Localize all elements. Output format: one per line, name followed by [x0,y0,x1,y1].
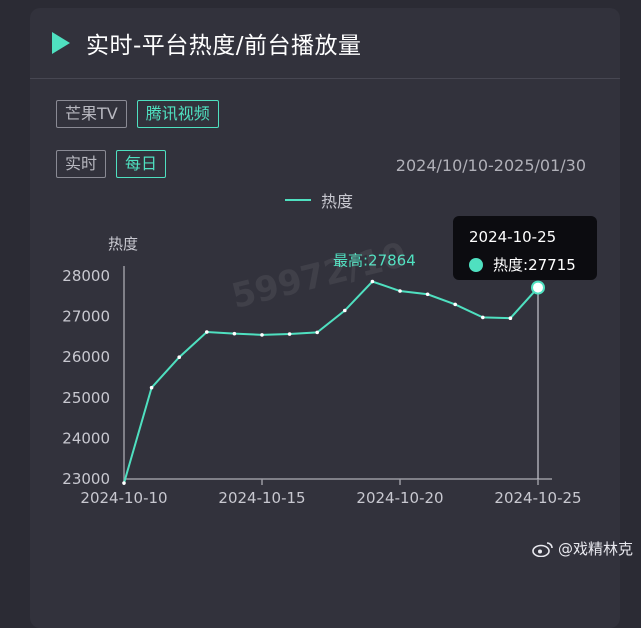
mode-tabs: 实时 每日 [56,150,167,178]
data-point [205,330,209,334]
page-title: 实时-平台热度/前台播放量 [86,33,362,59]
data-point [398,289,402,293]
tab-daily[interactable]: 每日 [116,150,167,178]
data-point [315,330,320,335]
tab-tencent-video[interactable]: 腾讯视频 [136,100,219,128]
legend-line-icon [285,199,311,201]
data-point [232,331,237,336]
y-tick-label: 27000 [62,308,110,326]
data-point [370,279,375,284]
weibo-icon [532,541,553,557]
tooltip-row: 热度 : 27715 [469,254,576,275]
highlight-point [531,280,545,295]
data-point [177,355,181,360]
x-tick-label: 2024-10-20 [356,489,443,507]
tab-realtime[interactable]: 实时 [56,150,107,178]
credit-text: @戏精林克 [557,540,633,558]
x-tick-label: 2024-10-10 [80,489,167,507]
chart-card: 实时-平台热度/前台播放量 芒果TV 腾讯视频 实时 每日 2024/10/10… [30,8,620,628]
y-axis-label: 热度 [108,235,138,253]
weibo-credit: @戏精林克 [532,538,633,559]
series-line [123,280,539,484]
data-point [122,481,126,485]
card-header: 实时-平台热度/前台播放量 [52,26,362,60]
y-tick-label: 28000 [62,267,110,285]
date-range: 2024/10/10-2025/01/30 [395,156,586,175]
legend-label: 热度 [321,192,354,211]
tooltip-value: 27715 [528,255,576,274]
tab-mangotv[interactable]: 芒果TV [56,100,127,128]
platform-tabs: 芒果TV 腾讯视频 [56,100,219,128]
tooltip-date: 2024-10-25 [469,228,557,246]
play-icon [52,32,70,54]
y-tick-label: 26000 [62,348,110,366]
data-point [343,308,347,313]
data-point [287,332,292,336]
x-tick-label: 2024-10-15 [218,489,305,507]
data-point [149,385,154,390]
y-tick-label: 23000 [62,470,110,488]
data-point [508,316,513,321]
line-chart: 热度 23000 24000 25000 26000 27000 28000 2024-10-… [62,235,581,507]
divider [30,78,620,79]
data-point [260,333,264,337]
max-annotation: 最高:27864 [333,252,416,270]
tooltip-series: 热度 [493,256,524,274]
chart-tooltip: 2024-10-25 热度 : 27715 [453,216,597,280]
series-dot-icon [469,257,483,272]
chart-legend[interactable]: 热度 [285,188,353,212]
y-tick-label: 24000 [62,429,110,447]
data-point [481,315,485,320]
data-point [453,302,458,307]
x-tick-label: 2024-10-25 [494,489,581,507]
y-tick-label: 25000 [62,389,110,407]
data-point [425,292,430,297]
